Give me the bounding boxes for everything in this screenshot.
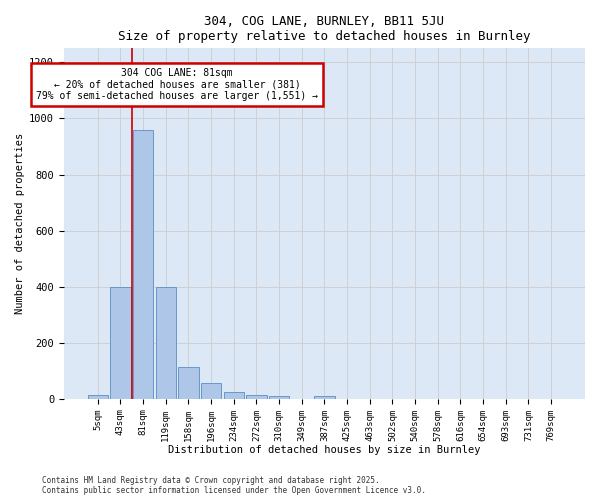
Y-axis label: Number of detached properties: Number of detached properties [15,133,25,314]
Bar [246,394,266,399]
Bar [133,130,154,399]
Bar [314,396,335,399]
X-axis label: Distribution of detached houses by size in Burnley: Distribution of detached houses by size … [168,445,481,455]
Bar [178,366,199,399]
Bar [224,392,244,399]
Bar [110,286,131,399]
Bar [155,286,176,399]
Text: Contains HM Land Registry data © Crown copyright and database right 2025.
Contai: Contains HM Land Registry data © Crown c… [42,476,426,495]
Bar [201,384,221,399]
Bar [269,396,289,399]
Text: 304 COG LANE: 81sqm
← 20% of detached houses are smaller (381)
79% of semi-detac: 304 COG LANE: 81sqm ← 20% of detached ho… [36,68,318,101]
Bar [88,394,108,399]
Title: 304, COG LANE, BURNLEY, BB11 5JU
Size of property relative to detached houses in: 304, COG LANE, BURNLEY, BB11 5JU Size of… [118,15,530,43]
